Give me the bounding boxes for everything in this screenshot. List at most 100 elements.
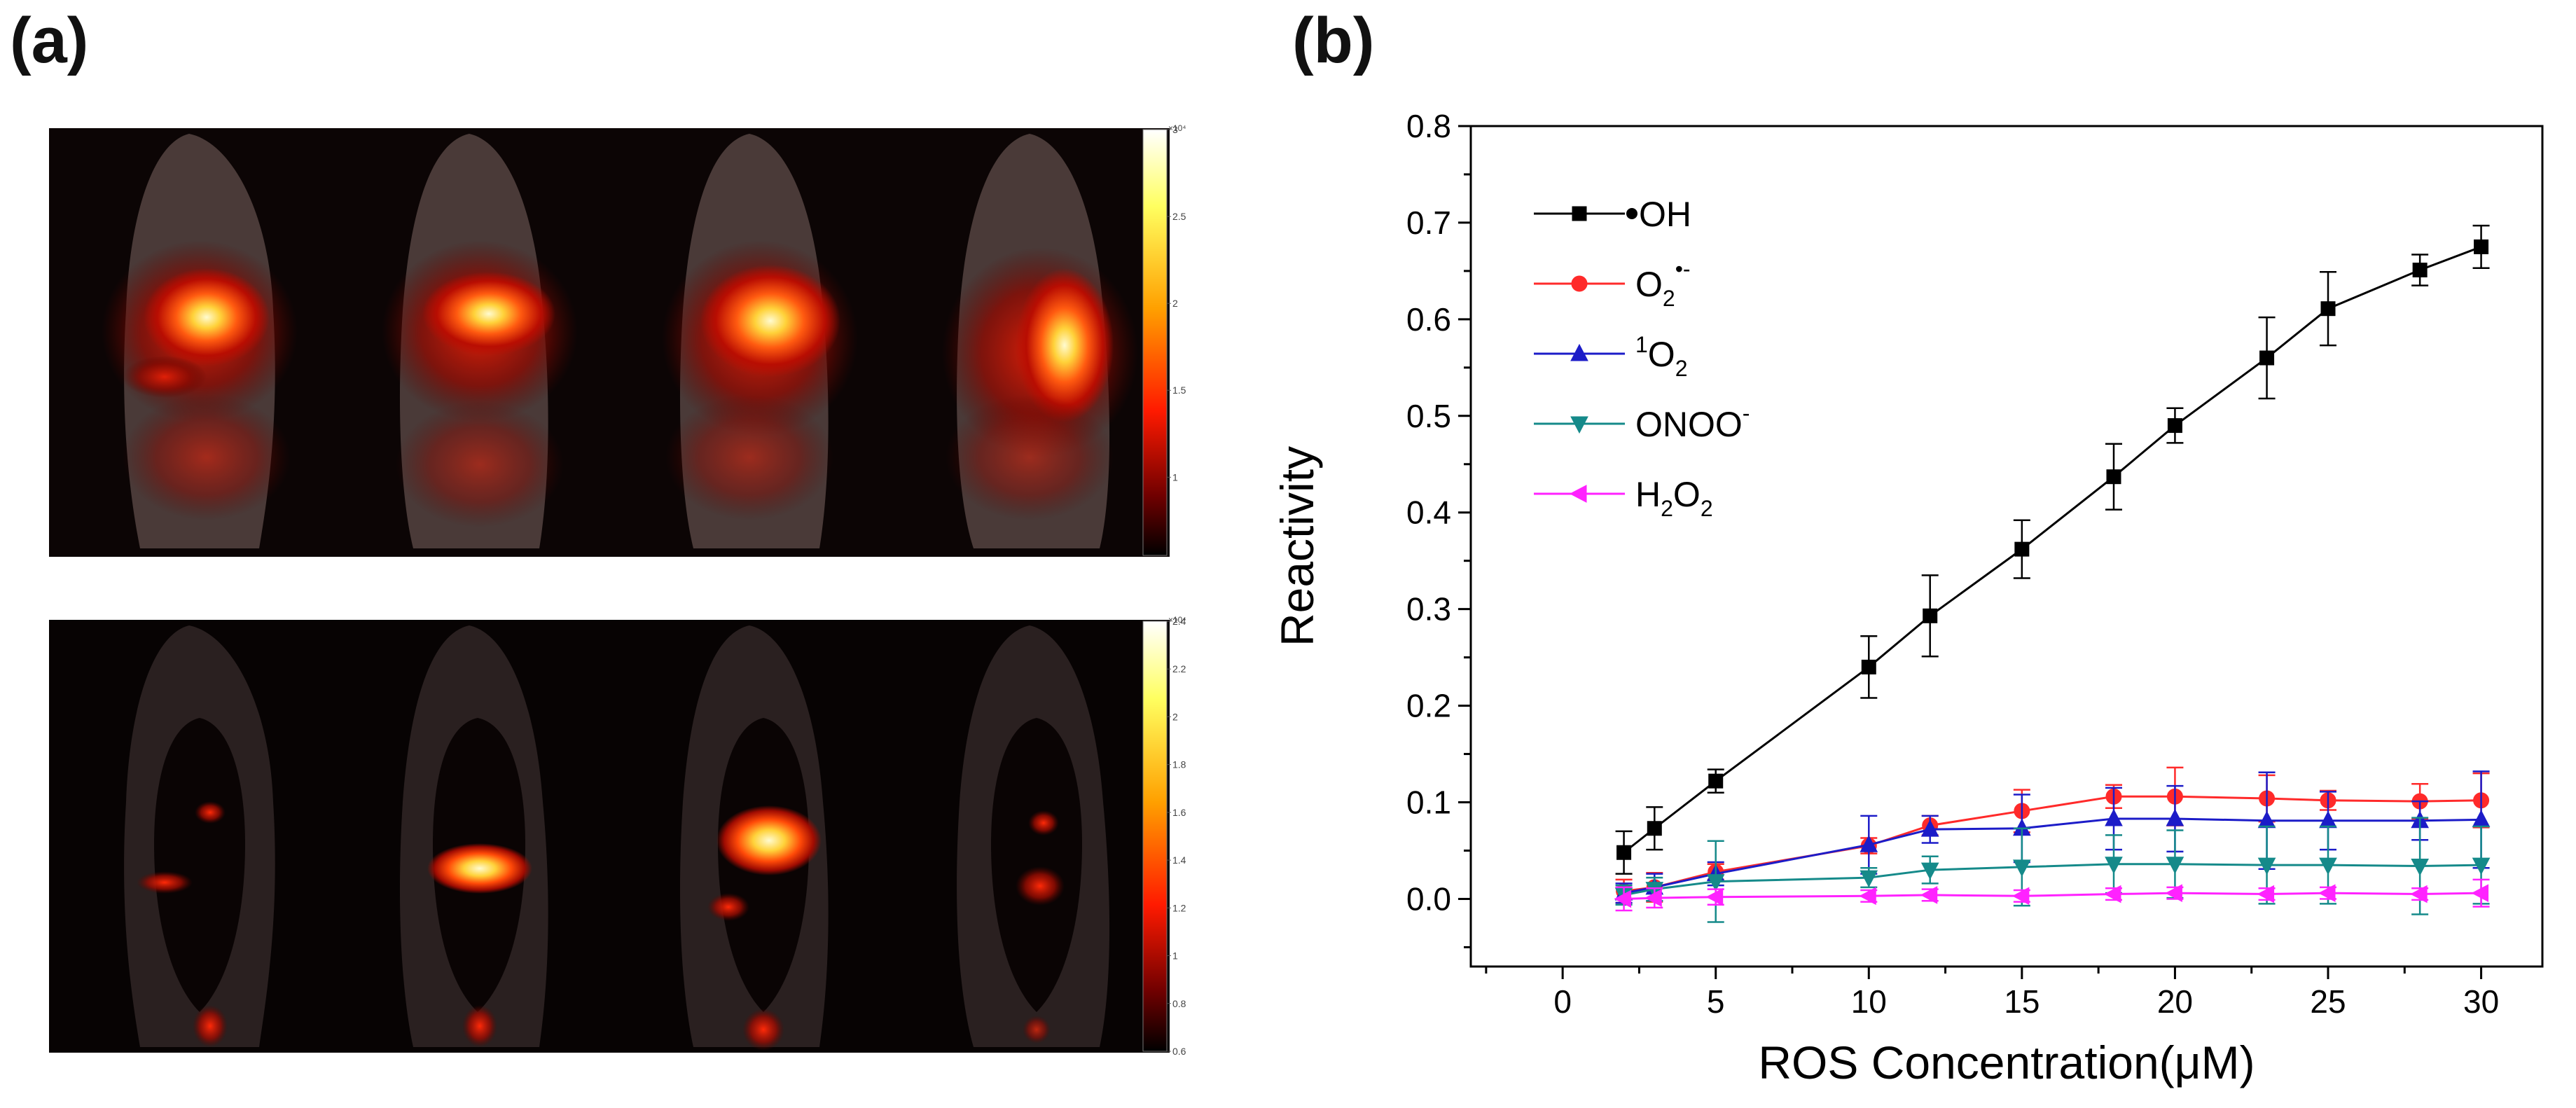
y-tick-label: 0.8 bbox=[1406, 108, 1451, 144]
series-line bbox=[1623, 246, 2482, 854]
data-point bbox=[2411, 859, 2429, 876]
data-point bbox=[2167, 418, 2182, 434]
mouse-1-top bbox=[102, 134, 298, 548]
colorbar-tick-label: 2.2 bbox=[1172, 663, 1186, 674]
series-2 bbox=[1614, 770, 2491, 904]
data-point bbox=[2472, 857, 2491, 875]
x-tick-label: 10 bbox=[1851, 983, 1887, 1020]
colorbar-tick-label: 2.4 bbox=[1172, 616, 1186, 627]
y-axis-label: Reactivity bbox=[1271, 446, 1323, 646]
panel-b-label: (b) bbox=[1292, 5, 1375, 76]
panel-a-label: (a) bbox=[10, 5, 89, 76]
series-0 bbox=[1615, 224, 2490, 875]
legend-entry: ONOO- bbox=[1534, 401, 1750, 444]
data-point bbox=[1923, 608, 1938, 623]
legend-entry: H2O2 bbox=[1534, 475, 1713, 521]
data-point bbox=[1920, 862, 1939, 880]
legend-label: ONOO- bbox=[1635, 401, 1750, 444]
mouse-2-bottom bbox=[399, 625, 548, 1047]
reactivity-chart: 0 5 10 15 20 25 30 0.0 0.1 0.2 0.3 0.4 0.5 0.6 0.7 0.8… bbox=[1271, 108, 2544, 1088]
colorbar-tick-label: 2 bbox=[1172, 711, 1178, 722]
data-point bbox=[1705, 887, 1724, 906]
data-point bbox=[2166, 857, 2184, 874]
data-point bbox=[1859, 887, 1876, 906]
data-point bbox=[1616, 845, 1632, 860]
legend-entry: OH bbox=[1534, 195, 1691, 234]
series-line bbox=[1623, 817, 2481, 894]
legend-label: OH bbox=[1639, 195, 1691, 234]
data-point bbox=[2011, 887, 2030, 906]
data-point bbox=[2165, 884, 2182, 902]
data-point bbox=[2410, 885, 2428, 903]
data-point bbox=[2166, 808, 2184, 826]
series-3 bbox=[1614, 817, 2491, 923]
mouse-4-bottom bbox=[957, 625, 1110, 1047]
colorbar-tick-label: 1 bbox=[1172, 471, 1178, 483]
data-point bbox=[2320, 301, 2336, 317]
colorbar-tick-label: 1.8 bbox=[1172, 759, 1186, 770]
x-axis-label: ROS Concentration(μM) bbox=[1758, 1037, 2255, 1088]
x-axis-ticks: 0 5 10 15 20 25 30 bbox=[1485, 967, 2499, 1020]
series-line bbox=[1623, 892, 2481, 900]
data-point bbox=[1571, 275, 1588, 292]
data-point bbox=[1708, 773, 1724, 789]
data-point bbox=[1614, 889, 1632, 908]
mouse-4-top bbox=[942, 134, 1138, 548]
data-point bbox=[2103, 885, 2121, 903]
legend-label: H2O2 bbox=[1635, 475, 1713, 521]
data-point bbox=[1860, 870, 1878, 888]
data-point bbox=[2014, 541, 2030, 557]
colorbar-top-exponent: ×10⁴ bbox=[1168, 123, 1186, 133]
colorbar-tick-label: 2 bbox=[1172, 298, 1178, 309]
data-point bbox=[2257, 885, 2275, 903]
imaging-top-svg bbox=[49, 128, 1170, 557]
plot-frame bbox=[1469, 125, 2544, 968]
series-line bbox=[1623, 863, 2481, 896]
x-tick-label: 20 bbox=[2157, 983, 2193, 1020]
y-tick-label: 0.2 bbox=[1406, 688, 1451, 724]
data-point bbox=[2472, 810, 2491, 827]
legend-entry: 1O2 bbox=[1534, 332, 1688, 381]
colorbar-top-svg: 3 2.5 2 1.5 1 ×10⁴ bbox=[1142, 123, 1186, 556]
data-point bbox=[1644, 889, 1662, 907]
data-point bbox=[1647, 821, 1662, 836]
y-tick-label: 0.5 bbox=[1406, 398, 1451, 434]
data-point bbox=[1572, 206, 1587, 221]
data-point bbox=[1860, 835, 1878, 852]
data-point bbox=[2257, 857, 2276, 875]
data-point bbox=[1570, 343, 1588, 361]
data-point bbox=[1920, 819, 1939, 837]
data-point bbox=[2259, 350, 2275, 366]
imaging-bottom-panel bbox=[49, 620, 1170, 1053]
mouse-2-top bbox=[382, 134, 578, 548]
x-tick-label: 25 bbox=[2310, 983, 2346, 1020]
series-1 bbox=[1615, 766, 2490, 904]
mouse-3-top bbox=[662, 134, 858, 548]
data-point bbox=[2013, 859, 2031, 878]
colorbar-tick-label: 1.5 bbox=[1172, 385, 1186, 396]
data-point bbox=[1570, 416, 1588, 434]
colorbar-tick-label: 1 bbox=[1172, 950, 1178, 962]
y-axis-ticks: 0.0 0.1 0.2 0.3 0.4 0.5 0.6 0.7 0.8 bbox=[1406, 108, 1471, 948]
legend-label: O2•- bbox=[1635, 256, 1691, 311]
colorbar-tick-label: 0.6 bbox=[1172, 1046, 1186, 1057]
imaging-top-panel bbox=[49, 128, 1170, 557]
data-point bbox=[1569, 485, 1587, 503]
colorbar-bottom-ticks: 2.4 2.2 2 1.8 1.6 1.4 1.2 1 0.8 0.6 bbox=[1167, 616, 1186, 1057]
series-layer bbox=[1614, 224, 2491, 923]
y-tick-label: 0.4 bbox=[1406, 494, 1451, 531]
legend-dot bbox=[1626, 208, 1637, 219]
y-tick-label: 0.0 bbox=[1406, 880, 1451, 917]
legend: OH O2•- 1O2 ONOO- H2O2 bbox=[1534, 195, 1750, 521]
legend-label: 1O2 bbox=[1635, 332, 1688, 381]
series-4 bbox=[1614, 878, 2490, 912]
data-point bbox=[2412, 263, 2428, 278]
colorbar-tick-label: 1.2 bbox=[1172, 902, 1186, 913]
y-tick-label: 0.6 bbox=[1406, 301, 1451, 338]
data-point bbox=[2318, 884, 2336, 902]
y-tick-label: 0.7 bbox=[1406, 205, 1451, 241]
y-tick-label: 0.3 bbox=[1406, 591, 1451, 628]
colorbar-bottom-exponent: ×10⁴ bbox=[1168, 615, 1186, 625]
y-tick-label: 0.1 bbox=[1406, 784, 1451, 821]
data-point bbox=[1706, 874, 1725, 892]
